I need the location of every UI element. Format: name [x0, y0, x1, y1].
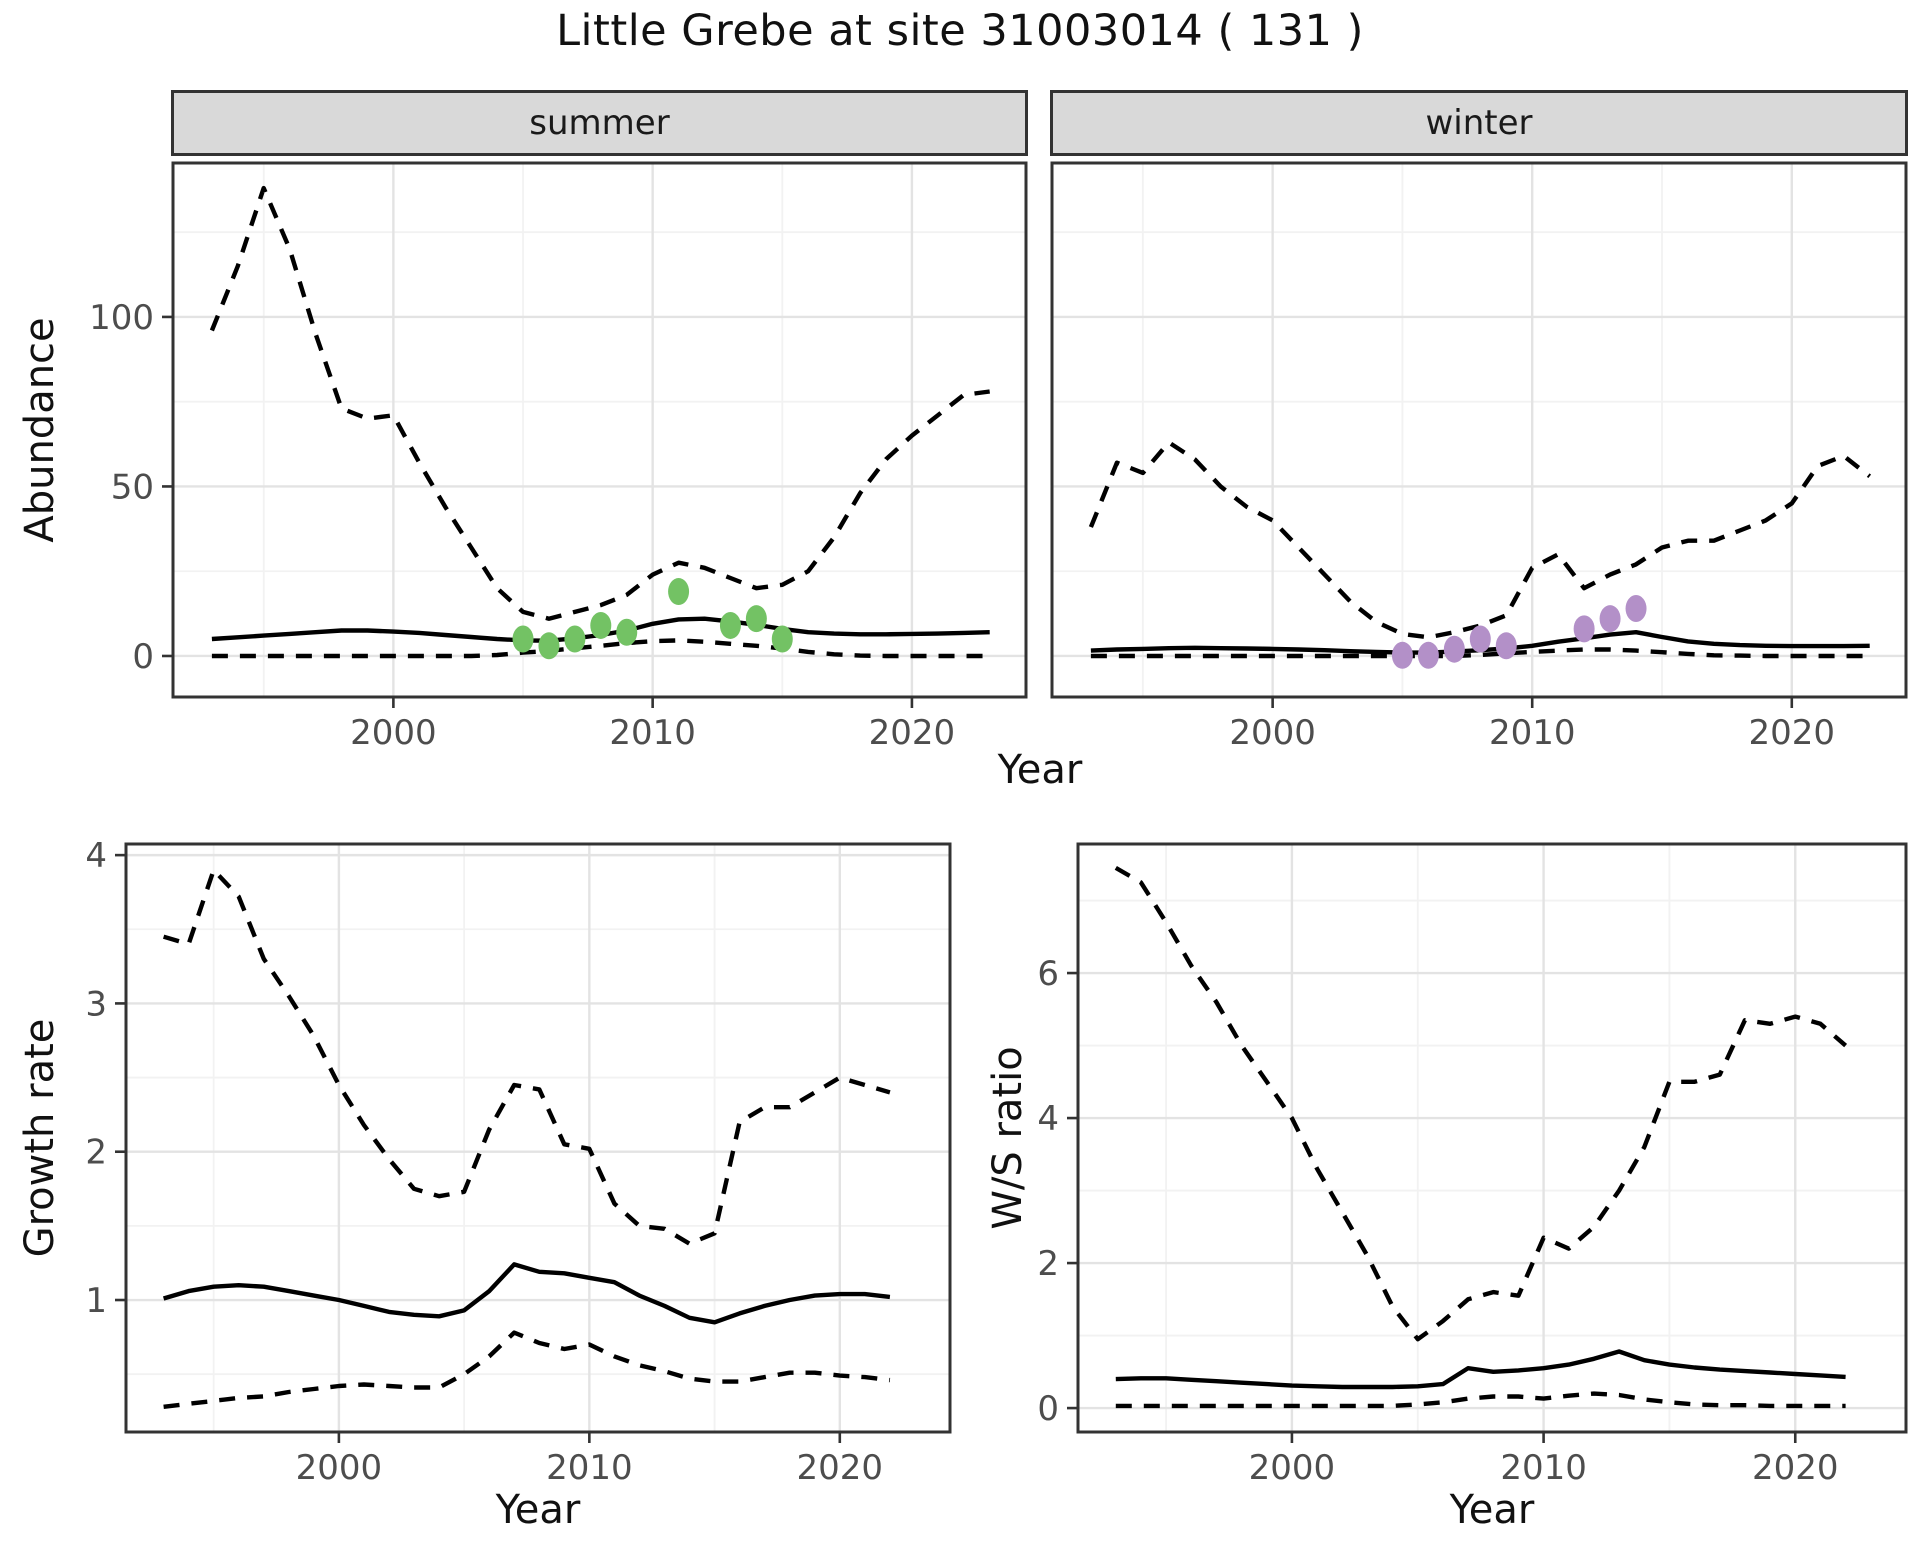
facet-strip-summer: summer: [171, 90, 1028, 156]
y-tick-label: 50: [111, 467, 154, 507]
facet-strip-winter-label: winter: [1425, 103, 1533, 143]
y-tick-label: 1: [85, 1281, 107, 1321]
data-point-winter: [1417, 641, 1439, 669]
y-axis-title-ws-ratio: W/S ratio: [985, 1046, 1031, 1230]
panel-ws-ratio: 2000 2010 2020 0 2 4 6: [1037, 842, 1908, 1488]
panel-background: [1052, 163, 1906, 697]
y-tick-label: 3: [85, 984, 107, 1024]
series-line-mean: [1115, 1349, 1846, 1390]
y-tick-label: 4: [1037, 1099, 1059, 1139]
data-point-summer: [616, 618, 638, 646]
data-point-winter: [1391, 641, 1413, 669]
panel-border: [1050, 161, 1908, 699]
series-line-mean: [162, 1262, 891, 1325]
series-line-lower_ci: [163, 1330, 891, 1409]
panel-border: [124, 842, 952, 1434]
panel-growth-rate: 2000 2010 2020 1 2 3 4: [85, 836, 952, 1488]
data-point-summer: [512, 625, 534, 653]
data-point-summer: [590, 611, 612, 639]
y-tick-label: 0: [1037, 1389, 1059, 1429]
x-tick-label: 2010: [1489, 713, 1576, 753]
x-tick-label: 2000: [350, 713, 437, 753]
x-tick-label: 2000: [296, 1448, 383, 1488]
data-point-winter: [1469, 625, 1491, 653]
series-line-upper_ci: [1088, 440, 1872, 640]
x-tick-label: 2010: [1500, 1448, 1587, 1488]
data-point-summer: [564, 625, 586, 653]
panel-background: [1078, 844, 1906, 1432]
data-point-summer: [538, 632, 560, 660]
series-line-lower_ci: [1090, 647, 1870, 659]
x-tick-label: 2000: [1249, 1448, 1336, 1488]
y-tick-label: 2: [85, 1133, 107, 1173]
page-title: Little Grebe at site 31003014 ( 131 ): [556, 6, 1364, 56]
x-axis-title-year-bottom-left: Year: [495, 1487, 581, 1533]
x-tick-label: 2020: [1752, 1448, 1839, 1488]
panel-border: [171, 161, 1028, 699]
facet-strip-summer-label: summer: [529, 103, 670, 143]
series-line-upper_ci: [209, 185, 990, 621]
facet-strip-winter: winter: [1050, 90, 1908, 156]
x-tick-label: 2010: [546, 1448, 633, 1488]
x-axis-title-year-bottom-right: Year: [1449, 1487, 1535, 1533]
panel-abundance-summer: 2000 2010 2020 0 50 100: [89, 161, 1028, 753]
panel-background: [126, 844, 950, 1432]
data-point-winter: [1625, 595, 1647, 623]
data-point-summer: [719, 611, 741, 639]
x-tick-label: 2010: [609, 713, 696, 753]
data-point-winter: [1443, 635, 1465, 663]
data-point-winter: [1495, 632, 1517, 660]
panel-background: [173, 163, 1026, 697]
series-line-lower_ci: [1115, 1391, 1846, 1409]
data-point-winter: [1599, 605, 1621, 633]
y-tick-label: 100: [89, 298, 154, 338]
x-tick-label: 2000: [1229, 713, 1316, 753]
data-point-summer: [771, 625, 793, 653]
series-line-lower_ci: [211, 638, 990, 659]
y-tick-label: 6: [1037, 954, 1059, 994]
x-tick-label: 2020: [869, 713, 956, 753]
x-tick-label: 2020: [797, 1448, 884, 1488]
panel-abundance-winter: 2000 2010 2020: [1050, 161, 1908, 753]
data-point-winter: [1573, 615, 1595, 643]
data-point-summer: [745, 605, 767, 633]
panel-border: [1076, 842, 1908, 1434]
y-axis-title-abundance: Abundance: [17, 317, 63, 543]
y-tick-label: 4: [85, 836, 107, 876]
x-tick-label: 2020: [1749, 713, 1836, 753]
y-axis-title-growth-rate: Growth rate: [17, 1018, 63, 1258]
y-tick-label: 2: [1037, 1244, 1059, 1284]
data-point-summer: [668, 578, 690, 606]
x-axis-title-year-top: Year: [997, 747, 1083, 793]
y-tick-label: 0: [132, 637, 154, 677]
